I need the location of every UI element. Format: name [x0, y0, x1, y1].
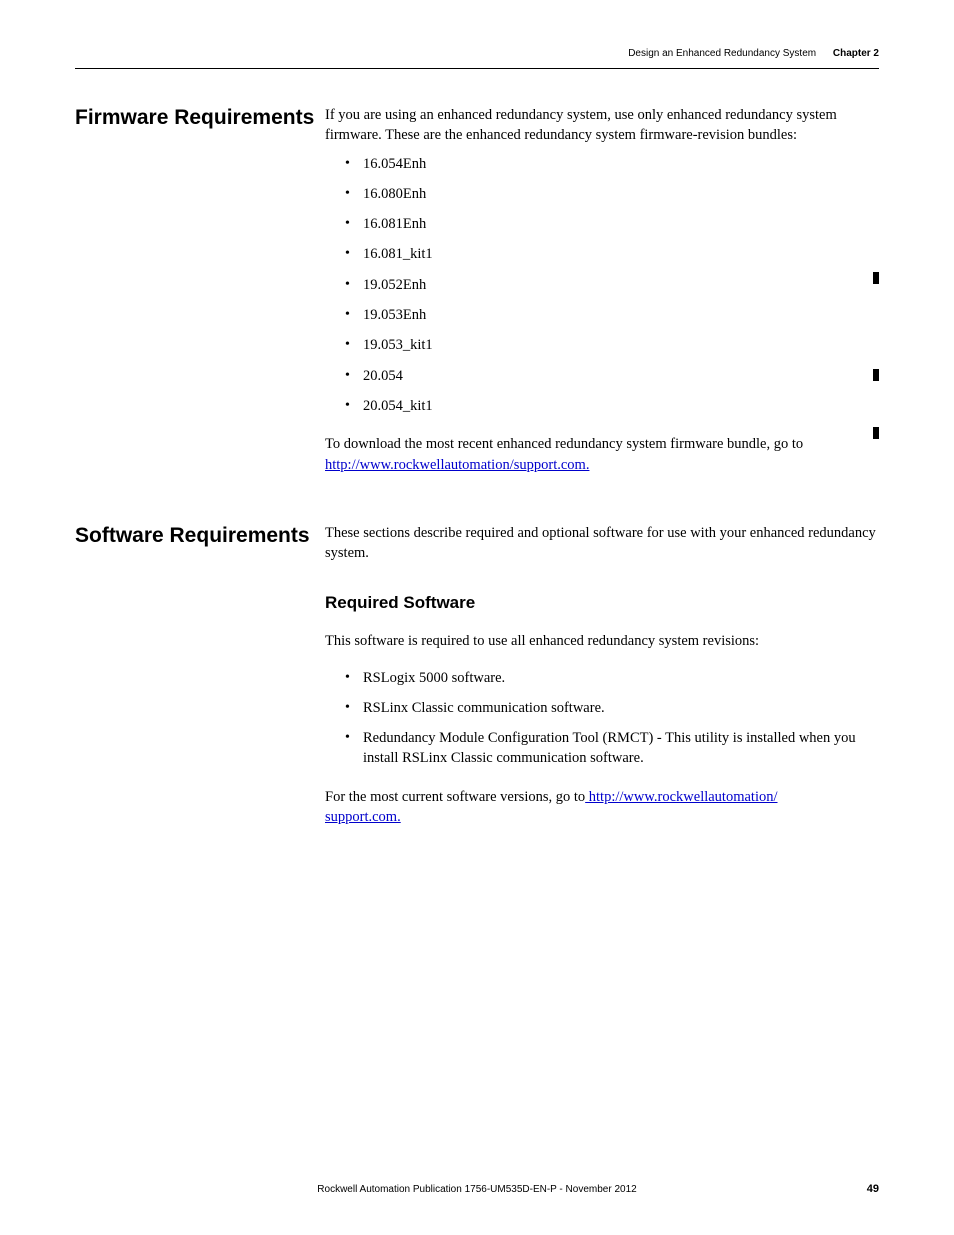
- list-item: 19.053Enh: [345, 305, 879, 325]
- list-item: 16.081_kit1: [345, 244, 879, 264]
- list-item: 20.054: [345, 366, 879, 386]
- firmware-heading: Firmware Requirements: [75, 105, 325, 483]
- software-lead: This software is required to use all enh…: [325, 631, 879, 651]
- change-bar-icon: [873, 272, 879, 284]
- list-item: 16.081Enh: [345, 214, 879, 234]
- change-bar-icon: [873, 369, 879, 381]
- list-item: 20.054_kit1: [345, 396, 879, 416]
- list-item: 19.053_kit1: [345, 335, 879, 355]
- list-item: 16.080Enh: [345, 184, 879, 204]
- firmware-body: If you are using an enhanced redundancy …: [325, 105, 879, 483]
- header-rule: [75, 68, 879, 69]
- software-link-1[interactable]: http://www.rockwellautomation/: [585, 789, 777, 805]
- software-link-2[interactable]: support.com.: [325, 809, 401, 825]
- list-item: Redundancy Module Configuration Tool (RM…: [345, 728, 879, 769]
- firmware-link[interactable]: http://www.rockwellautomation/support.co…: [325, 457, 589, 473]
- software-body: These sections describe required and opt…: [325, 523, 879, 835]
- software-outro-text: For the most current software versions, …: [325, 789, 585, 805]
- software-intro: These sections describe required and opt…: [325, 523, 879, 564]
- list-item: RSLogix 5000 software.: [345, 668, 879, 688]
- software-outro: For the most current software versions, …: [325, 787, 879, 828]
- list-item: RSLinx Classic communication software.: [345, 698, 879, 718]
- running-chapter: Chapter 2: [833, 48, 879, 59]
- software-heading: Software Requirements: [75, 523, 325, 835]
- firmware-outro-text: To download the most recent enhanced red…: [325, 436, 803, 452]
- software-section: Software Requirements These sections des…: [75, 523, 879, 835]
- running-title: Design an Enhanced Redundancy System: [628, 48, 816, 59]
- required-software-subhead: Required Software: [325, 591, 879, 615]
- list-item: 16.054Enh: [345, 154, 879, 174]
- running-header: Design an Enhanced Redundancy System Cha…: [628, 48, 879, 59]
- firmware-intro: If you are using an enhanced redundancy …: [325, 105, 879, 146]
- firmware-section: Firmware Requirements If you are using a…: [75, 105, 879, 483]
- page-number: 49: [867, 1183, 879, 1195]
- footer-publication: Rockwell Automation Publication 1756-UM5…: [75, 1184, 879, 1195]
- firmware-outro: To download the most recent enhanced red…: [325, 434, 879, 475]
- software-list: RSLogix 5000 software. RSLinx Classic co…: [345, 668, 879, 769]
- firmware-list: 16.054Enh 16.080Enh 16.081Enh 16.081_kit…: [345, 154, 879, 417]
- list-item: 19.052Enh: [345, 275, 879, 295]
- change-bar-icon: [873, 427, 879, 439]
